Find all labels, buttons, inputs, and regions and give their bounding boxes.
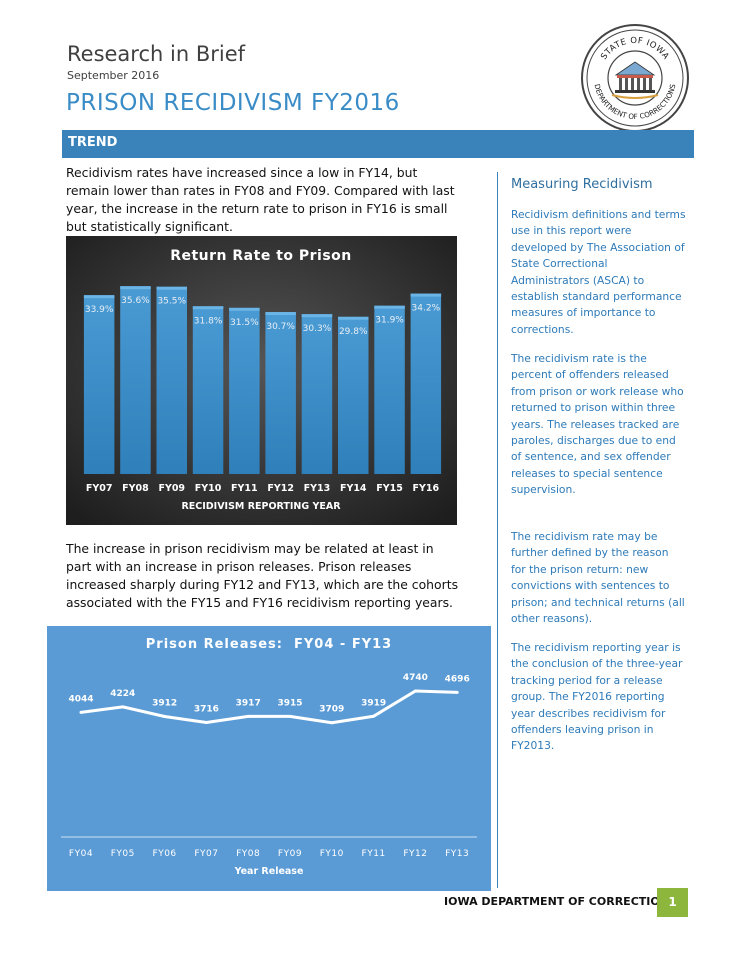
bar-value-label: 35.6% (121, 296, 150, 306)
sidebar-paragraph-1: Recidivism definitions and terms use in … (511, 208, 686, 336)
bar-top-highlight (265, 312, 296, 316)
series-line (80, 689, 458, 725)
x-tick-label: FY12 (403, 849, 427, 859)
bar-fy11 (229, 307, 260, 474)
x-tick-label: FY13 (445, 849, 469, 859)
x-tick-label: FY10 (320, 849, 344, 859)
data-value-label: 4044 (68, 694, 93, 704)
data-point (204, 721, 208, 725)
chart-title: Return Rate to Prison (170, 248, 352, 264)
trend-paragraph-1: Recidivism rates have increased since a … (66, 165, 455, 234)
footer-org-name: IOWA DEPARTMENT OF CORRECTIONS (444, 895, 677, 908)
x-tick-label: FY06 (153, 849, 177, 859)
bar-fy16 (410, 293, 442, 474)
bar-top-highlight (410, 293, 442, 297)
data-value-label: 3915 (277, 698, 302, 708)
data-value-label: 3716 (194, 705, 219, 715)
bar-fy10 (192, 306, 224, 474)
x-tick-label: FY07 (194, 849, 218, 859)
x-tick-label: FY11 (231, 483, 258, 494)
return-rate-bar-chart: Return Rate to Prison 33.9% FY07 35.6% FY08… (66, 236, 457, 525)
iowa-doc-seal-logo: STATE OF IOWA DEPARTMENT OF CORRECTIONS (581, 24, 689, 132)
data-value-label: 3919 (361, 698, 386, 708)
x-tick-label: FY16 (413, 483, 440, 494)
bar-top-highlight (229, 307, 260, 311)
page-number: 1 (657, 888, 688, 917)
data-value-label: 3917 (236, 698, 261, 708)
x-tick-label: FY07 (86, 483, 113, 494)
bar-top-highlight (192, 306, 224, 310)
bar-fy14 (338, 316, 369, 474)
x-axis-label: RECIDIVISM REPORTING YEAR (181, 501, 341, 512)
x-tick-label: FY05 (111, 849, 135, 859)
x-tick-label: FY13 (304, 483, 331, 494)
bar-top-highlight (301, 314, 333, 318)
bar-fy13 (301, 314, 333, 474)
data-point (163, 714, 167, 718)
report-date: September 2016 (67, 69, 160, 82)
x-tick-label: FY09 (158, 483, 185, 494)
data-value-label: 4740 (403, 673, 428, 683)
sidebar-divider (497, 172, 498, 888)
data-point (455, 690, 459, 694)
chart-title: Prison Releases: FY04 - FY13 (146, 637, 392, 652)
bar-top-highlight (374, 305, 405, 309)
data-point (288, 714, 292, 718)
bar-value-label: 30.7% (266, 322, 295, 332)
x-tick-label: FY10 (195, 483, 222, 494)
bar-fy12 (265, 312, 296, 474)
data-point (372, 714, 376, 718)
data-point (413, 689, 417, 693)
bar-value-label: 35.5% (157, 297, 186, 307)
bar-value-label: 34.2% (412, 304, 441, 314)
x-tick-label: FY09 (278, 849, 302, 859)
sidebar-paragraph-4: The recidivism reporting year is the con… (511, 641, 683, 753)
bar-fy07 (83, 295, 115, 474)
data-value-label: 3709 (319, 705, 344, 715)
prison-releases-line-chart: Prison Releases: FY04 - FY13 4044 FY04 422… (47, 626, 491, 891)
bar-top-highlight (338, 316, 369, 320)
data-value-label: 4696 (445, 674, 470, 684)
data-value-label: 4224 (110, 689, 135, 699)
bar-value-label: 31.9% (375, 316, 404, 326)
bar-value-label: 31.8% (194, 316, 223, 326)
bar-value-label: 33.9% (85, 305, 114, 315)
x-tick-label: FY14 (340, 483, 367, 494)
trend-paragraph-2: The increase in prison recidivism may be… (66, 541, 459, 610)
data-point (79, 710, 83, 714)
x-tick-label: FY11 (362, 849, 386, 859)
page-title: PRISON RECIDIVISM FY2016 (66, 90, 400, 116)
x-tick-label: FY04 (69, 849, 93, 859)
sidebar-title: Measuring Recidivism (511, 177, 653, 192)
data-value-label: 3912 (152, 698, 177, 708)
x-tick-label: FY15 (376, 483, 403, 494)
bar-fy08 (120, 286, 151, 474)
bar-top-highlight (156, 286, 187, 290)
section-header-bar: TREND (62, 130, 694, 158)
report-series-title: Research in Brief (67, 42, 246, 66)
data-point (121, 705, 125, 709)
section-label: TREND (68, 135, 118, 150)
data-point (330, 721, 334, 725)
data-point (246, 714, 250, 718)
sidebar-paragraph-3: The recidivism rate may be further defin… (511, 530, 685, 626)
x-axis-label: Year Release (234, 866, 304, 877)
bar-fy15 (374, 305, 405, 474)
chart-background (47, 626, 491, 891)
bar-value-label: 30.3% (303, 324, 332, 334)
bar-top-highlight (120, 286, 151, 290)
bar-value-label: 29.8% (339, 327, 368, 337)
sidebar-paragraph-2: The recidivism rate is the percent of of… (511, 352, 684, 497)
bar-fy09 (156, 286, 187, 474)
x-tick-label: FY08 (122, 483, 149, 494)
x-tick-label: FY08 (236, 849, 260, 859)
bar-value-label: 31.5% (230, 318, 259, 328)
bar-top-highlight (83, 295, 115, 299)
x-tick-label: FY12 (267, 483, 294, 494)
